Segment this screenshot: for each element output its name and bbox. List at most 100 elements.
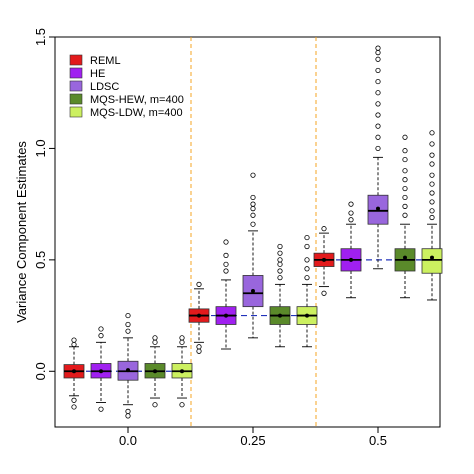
outlier-point <box>429 208 435 214</box>
mean-point <box>224 313 228 318</box>
box-1-1 <box>215 239 237 350</box>
mean-point <box>349 257 353 262</box>
outlier-point <box>223 261 229 267</box>
outlier-point <box>71 404 77 410</box>
x-tick-label: 0.25 <box>240 433 265 448</box>
outlier-point <box>304 275 310 281</box>
box-2-0 <box>313 226 335 296</box>
outlier-point <box>402 185 408 192</box>
outlier-point <box>375 49 381 56</box>
outlier-point <box>250 221 256 227</box>
outlier-point <box>348 210 354 216</box>
outlier-point <box>304 257 310 263</box>
plot-frame <box>54 36 441 428</box>
outlier-point <box>71 341 77 348</box>
outlier-point <box>125 408 131 414</box>
outlier-point <box>375 123 381 129</box>
outlier-point <box>277 261 283 267</box>
box-rect <box>421 248 443 274</box>
y-tick-label: 1.5 <box>33 28 48 46</box>
outlier-point <box>196 344 202 350</box>
outlier-point <box>98 406 104 412</box>
outlier-point <box>402 134 408 140</box>
legend-label: HE <box>90 68 105 80</box>
box-0-2 <box>117 312 139 419</box>
outlier-point <box>429 172 435 178</box>
outlier-point <box>98 333 104 339</box>
outlier-point <box>179 402 185 408</box>
outlier-point <box>277 250 283 256</box>
outlier-point <box>125 328 131 334</box>
outlier-point <box>402 194 408 201</box>
outlier-point <box>402 177 408 183</box>
plot-area <box>54 36 443 428</box>
y-tick-label: 0.5 <box>33 251 48 269</box>
mean-point <box>278 313 282 318</box>
outlier-point <box>375 78 381 85</box>
mean-point <box>197 313 201 318</box>
outlier-point <box>223 239 229 245</box>
box-1-2 <box>242 172 264 339</box>
legend-label: MQS-HEW, m=400 <box>90 94 184 106</box>
mean-point <box>153 369 157 374</box>
y-tick-label: 0.0 <box>33 362 48 380</box>
outlier-point <box>277 268 283 274</box>
mean-point <box>180 369 184 374</box>
box-0-0 <box>63 337 85 410</box>
x-tick-label: 0.5 <box>369 433 387 448</box>
y-tick-label: 1.0 <box>33 139 48 157</box>
outlier-point <box>179 339 185 345</box>
outlier-point <box>250 172 256 178</box>
outlier-point <box>375 67 381 74</box>
outlier-point <box>250 212 256 218</box>
outlier-point <box>375 45 381 51</box>
legend-swatch <box>69 93 83 105</box>
outlier-point <box>98 326 104 332</box>
outlier-point <box>429 152 435 158</box>
mean-point <box>305 313 309 318</box>
outlier-point <box>304 266 310 272</box>
outlier-point <box>196 348 202 354</box>
outlier-point <box>429 141 435 147</box>
box-2-1 <box>340 201 362 299</box>
outlier-point <box>429 130 435 136</box>
box-1-3 <box>269 243 291 348</box>
mean-point <box>376 206 380 211</box>
outlier-point <box>321 290 327 296</box>
outlier-point <box>250 206 256 212</box>
mean-point <box>99 369 103 374</box>
outlier-point <box>375 101 381 107</box>
mean-point <box>126 368 130 373</box>
outlier-point <box>375 134 381 140</box>
box-1-0 <box>188 281 210 354</box>
outlier-point <box>321 226 327 232</box>
outlier-point <box>375 56 381 62</box>
outlier-point <box>375 90 381 96</box>
outlier-point <box>277 257 283 263</box>
outlier-point <box>375 145 381 152</box>
outlier-point <box>196 281 202 287</box>
outlier-point <box>250 201 256 207</box>
outlier-point <box>304 243 310 250</box>
box-0-4 <box>171 335 193 408</box>
legend-swatch <box>69 67 83 79</box>
mean-point <box>322 257 326 262</box>
legend-label: LDSC <box>90 81 119 93</box>
mean-point <box>430 255 434 260</box>
outlier-point <box>152 402 158 408</box>
legend-swatch <box>69 54 83 66</box>
mean-point <box>72 369 76 374</box>
outlier-point <box>402 156 408 163</box>
outlier-point <box>429 214 435 221</box>
outlier-point <box>429 181 435 187</box>
outlier-point <box>348 201 354 207</box>
y-axis: 0.0 0.5 1.0 1.5 <box>33 28 55 380</box>
legend-swatch <box>69 80 83 92</box>
outlier-point <box>304 234 310 241</box>
outlier-point <box>402 168 408 174</box>
outlier-point <box>152 339 158 345</box>
legend-label: MQS-LDW, m=400 <box>90 107 183 119</box>
outlier-point <box>250 194 256 201</box>
